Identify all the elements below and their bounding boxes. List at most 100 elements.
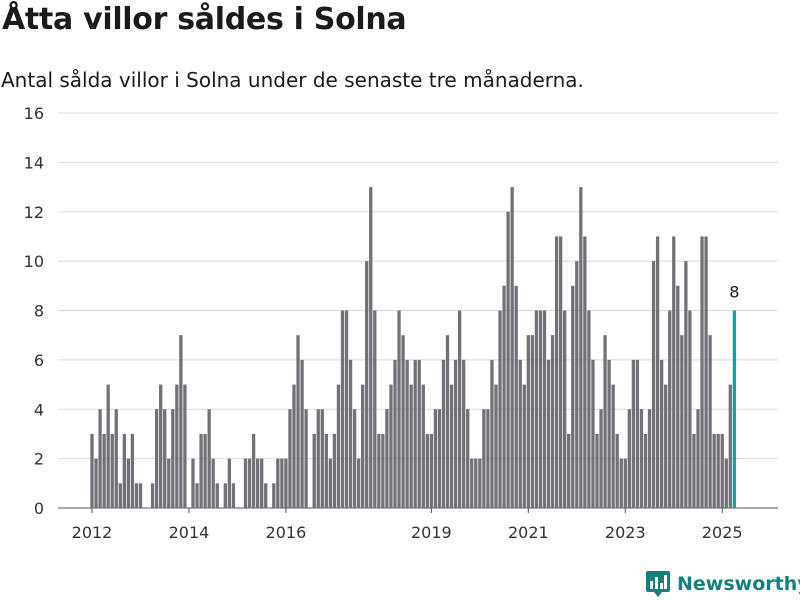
- y-tick-label: 2: [34, 450, 44, 469]
- bar: [288, 409, 292, 508]
- bar: [445, 335, 450, 508]
- bar: [421, 384, 425, 508]
- bar: [280, 458, 284, 508]
- bar: [106, 384, 110, 508]
- bar: [579, 187, 583, 508]
- bar: [708, 335, 712, 508]
- bar: [530, 335, 535, 508]
- bar: [163, 409, 167, 508]
- bar: [478, 458, 482, 508]
- bar: [356, 458, 361, 508]
- bar: [255, 458, 260, 508]
- bar: [720, 433, 724, 508]
- bar: [494, 384, 498, 508]
- bar: [134, 483, 139, 508]
- brand[interactable]: Newsworthy: [645, 570, 800, 598]
- bar: [361, 384, 365, 508]
- bar: [692, 433, 696, 508]
- bar: [498, 310, 502, 508]
- bar: [328, 458, 333, 508]
- brand-name: Newsworthy: [677, 573, 800, 595]
- bar: [647, 409, 652, 508]
- bar: [567, 433, 571, 508]
- x-tick-label: 2021: [508, 523, 549, 542]
- bar: [272, 483, 276, 508]
- bar: [336, 384, 341, 508]
- bar: [405, 359, 409, 508]
- bar: [437, 409, 442, 508]
- bar: [676, 285, 680, 508]
- bar: [668, 310, 672, 508]
- bar: [611, 384, 615, 508]
- bar: [627, 409, 631, 508]
- chart-title: Åtta villor såldes i Solna: [2, 2, 407, 37]
- bar: [538, 310, 543, 508]
- chart-subtitle: Antal sålda villor i Solna under de sena…: [1, 68, 584, 92]
- y-tick-label: 0: [34, 499, 44, 518]
- bar: [397, 310, 401, 508]
- bar: [260, 458, 264, 508]
- highlight-bar: [732, 310, 737, 508]
- bar: [514, 285, 518, 508]
- bar: [175, 384, 179, 508]
- bar: [369, 187, 373, 508]
- bar: [655, 236, 660, 508]
- bar: [457, 310, 462, 508]
- bar: [453, 359, 458, 508]
- bar: [179, 335, 183, 508]
- bar: [688, 310, 692, 508]
- bar: [284, 458, 288, 508]
- y-tick-label: 4: [34, 400, 44, 419]
- bar: [704, 236, 708, 508]
- y-tick-label: 8: [34, 302, 44, 321]
- bar: [639, 409, 644, 508]
- bar: [138, 483, 143, 508]
- bar: [401, 335, 405, 508]
- bar: [191, 458, 195, 508]
- y-tick-label: 12: [24, 203, 44, 222]
- bar: [449, 384, 454, 508]
- bar: [90, 433, 94, 508]
- bar: [118, 483, 122, 508]
- x-tick-label: 2025: [702, 523, 743, 542]
- bar: [316, 409, 320, 508]
- bar: [352, 409, 357, 508]
- bar: [417, 359, 421, 508]
- bar: [199, 433, 203, 508]
- bar: [526, 335, 530, 508]
- bar: [664, 384, 668, 508]
- bar: [324, 433, 328, 508]
- bar: [615, 433, 619, 508]
- bar: [554, 236, 559, 508]
- bar: [264, 483, 268, 508]
- bar: [348, 359, 353, 508]
- bar: [344, 310, 349, 508]
- bar: [466, 409, 470, 508]
- bar: [619, 458, 623, 508]
- bar: [385, 409, 389, 508]
- bar: [587, 310, 591, 508]
- bar: [195, 483, 199, 508]
- bar: [183, 384, 187, 508]
- bar: [603, 335, 607, 508]
- bar: [296, 335, 300, 508]
- bar: [247, 458, 252, 508]
- bar: [98, 409, 102, 508]
- bar: [599, 409, 603, 508]
- bar: [389, 384, 393, 508]
- bar: [712, 433, 716, 508]
- x-tick-label: 2019: [411, 523, 452, 542]
- data-label: 8: [729, 283, 739, 302]
- bar-chart: 0 2 4 6 8 10 12 14 16 8 2012 2014 2016 2019 2021 2023 20…: [24, 104, 778, 542]
- bar: [223, 483, 227, 508]
- bar: [631, 359, 636, 508]
- bar: [171, 409, 175, 508]
- bar: [482, 409, 486, 508]
- bar: [122, 433, 126, 508]
- bar: [304, 409, 308, 508]
- bar: [102, 433, 106, 508]
- bar: [502, 285, 506, 508]
- bar: [550, 335, 555, 508]
- bar: [276, 458, 280, 508]
- bar: [462, 359, 466, 508]
